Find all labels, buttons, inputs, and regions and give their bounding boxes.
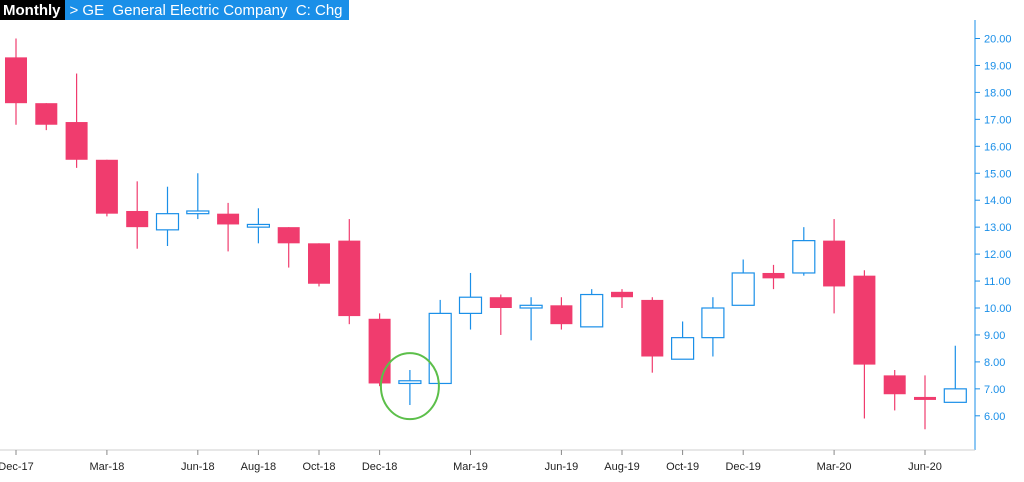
period-label[interactable]: Monthly: [0, 0, 65, 20]
chart-header: Monthly > GE General Electric Company C:…: [0, 0, 349, 20]
candle-body: [611, 291, 633, 298]
y-tick-label: 11.00: [984, 276, 1011, 288]
candle-body: [428, 312, 452, 385]
x-tick-label: Mar-18: [89, 461, 124, 473]
y-tick-label: 6.00: [984, 411, 1005, 423]
y-tick-label: 16.00: [984, 141, 1012, 153]
y-tick-label: 13.00: [984, 222, 1012, 234]
highlight-circle: [379, 352, 440, 421]
x-tick-label: Mar-20: [817, 461, 852, 473]
candle-body: [186, 210, 210, 215]
candle-body: [701, 307, 725, 339]
y-tick-label: 7.00: [984, 384, 1005, 396]
x-tick-label: Dec-19: [725, 461, 760, 473]
x-tick-label: Dec-18: [362, 461, 397, 473]
y-tick-label: 8.00: [984, 357, 1005, 369]
candle-body: [398, 380, 422, 385]
x-tick-label: Jun-20: [908, 461, 942, 473]
x-tick-label: Oct-18: [302, 461, 335, 473]
candle-body: [217, 213, 240, 225]
y-tick-label: 20.00: [984, 34, 1012, 46]
y-tick-label: 18.00: [984, 87, 1012, 99]
candle-body: [641, 299, 664, 357]
x-tick-label: Mar-19: [453, 461, 488, 473]
candle-body: [458, 296, 483, 314]
candle-body: [277, 227, 300, 244]
x-tick-label: Oct-19: [666, 461, 699, 473]
x-tick-label: Jun-19: [545, 461, 579, 473]
candle-body: [308, 243, 330, 284]
candle-body: [519, 304, 543, 309]
candle-body: [670, 337, 695, 360]
candle-body: [5, 57, 27, 104]
candle-body: [762, 272, 785, 279]
candle-body: [550, 305, 573, 325]
y-tick-label: 12.00: [984, 249, 1012, 261]
candle-body: [883, 375, 906, 395]
candle-body: [65, 122, 88, 160]
candle-body: [731, 272, 755, 306]
y-tick-label: 10.00: [984, 303, 1012, 315]
candle-body: [853, 275, 876, 365]
candle-body: [489, 297, 512, 308]
candle-body: [338, 240, 361, 317]
candle-body: [246, 223, 270, 228]
candle-body: [914, 396, 936, 400]
candle-body: [126, 210, 149, 228]
x-tick-label: Jun-18: [181, 461, 215, 473]
y-tick-label: 15.00: [984, 168, 1012, 180]
candle-body: [95, 159, 118, 214]
candle-body: [580, 293, 604, 328]
symbol-label[interactable]: > GE General Electric Company C: Chg: [64, 0, 349, 20]
y-tick-label: 19.00: [984, 60, 1012, 72]
y-tick-label: 9.00: [984, 330, 1005, 342]
y-tick-label: 17.00: [984, 114, 1012, 126]
candle-body: [35, 103, 58, 125]
candle-body: [368, 318, 391, 384]
candle-body: [943, 388, 967, 403]
x-tick-label: Dec-17: [0, 461, 34, 473]
y-tick-label: 14.00: [984, 195, 1012, 207]
candle-body: [155, 213, 180, 231]
x-tick-label: Aug-18: [241, 461, 276, 473]
x-tick-label: Aug-19: [604, 461, 639, 473]
candle-body: [792, 240, 816, 274]
candle-body: [823, 240, 846, 287]
